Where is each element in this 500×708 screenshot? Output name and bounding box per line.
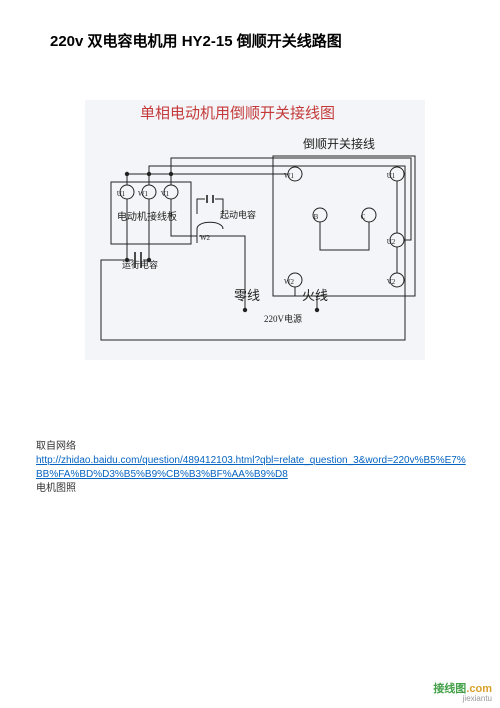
watermark-cn: 接线图 [433,683,466,695]
watermark-sub: jiexiantu [433,695,492,704]
svg-text:W1: W1 [138,190,149,198]
svg-text:电动机接线板: 电动机接线板 [117,210,177,223]
svg-text:V1: V1 [161,190,170,198]
svg-text:V2: V2 [387,278,396,286]
svg-text:零线: 零线 [234,288,260,303]
footer-block: 取自网络 http://zhidao.baidu.com/question/48… [36,440,466,496]
svg-text:C: C [361,213,366,221]
svg-text:火线: 火线 [302,288,328,303]
svg-text:U1: U1 [117,190,126,198]
svg-text:单相电动机用倒顺开关接线图: 单相电动机用倒顺开关接线图 [140,105,335,122]
svg-text:W1: W1 [284,172,295,180]
source-prefix-label: 取自网络 [36,440,466,454]
wiring-diagram-svg: 单相电动机用倒顺开关接线图 U1 W1 V1 W2 W1 U1 B C U2 W2 V2 倒顺开关接线电… [85,100,425,360]
page-title: 220v 双电容电机用 HY2-15 倒顺开关线路图 [50,30,342,51]
svg-text:运行电容: 运行电容 [122,259,158,270]
motor-photo-caption: 电机图照 [36,482,466,496]
watermark: 接线图.com jiexiantu [433,683,492,704]
source-url-link[interactable]: http://zhidao.baidu.com/question/4894121… [36,455,466,480]
svg-text:U1: U1 [387,172,396,180]
svg-text:倒顺开关接线: 倒顺开关接线 [303,136,375,151]
svg-text:W2: W2 [200,234,211,242]
svg-text:U2: U2 [387,238,396,246]
svg-text:220V电源: 220V电源 [264,313,302,324]
svg-text:W2: W2 [284,278,295,286]
svg-text:B: B [314,213,319,221]
svg-text:起动电容: 起动电容 [220,209,256,220]
wiring-diagram: 单相电动机用倒顺开关接线图 U1 W1 V1 W2 W1 U1 B C U2 W2 V2 倒顺开关接线电… [85,100,425,360]
page-root: 220v 双电容电机用 HY2-15 倒顺开关线路图 单相电动机用倒顺开关接线图… [0,0,500,708]
